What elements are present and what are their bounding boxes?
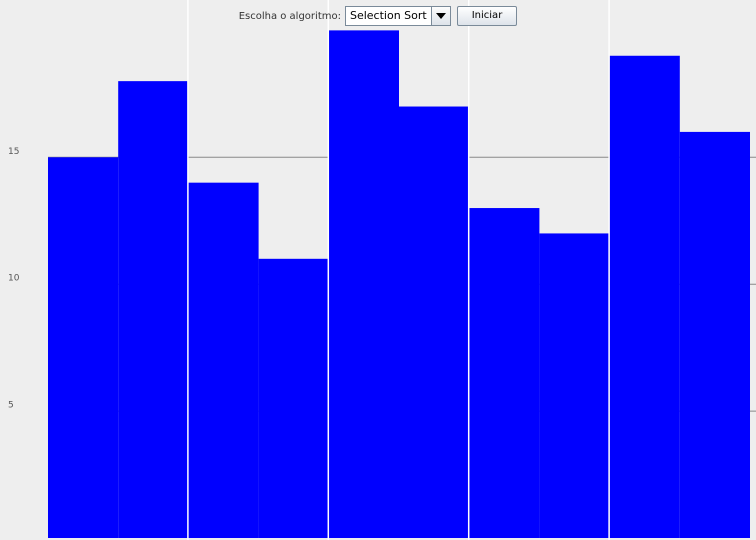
bar: [328, 30, 399, 539]
bar: [48, 157, 119, 539]
bar: [188, 182, 259, 538]
y-tick-label: 10: [8, 274, 20, 284]
bar: [399, 106, 470, 539]
bar: [609, 55, 680, 539]
y-tick-label: 15: [8, 147, 19, 157]
bar: [118, 81, 189, 539]
algorithm-label: Escolha o algoritmo:: [238, 10, 341, 22]
bar: [539, 233, 610, 538]
start-button[interactable]: Iniciar: [456, 6, 518, 26]
bar: [469, 208, 540, 539]
algorithm-selected: Selection Sort: [349, 9, 427, 22]
algorithm-combo[interactable]: Selection Sort: [344, 6, 451, 26]
bar: [258, 258, 329, 538]
toolbar: Escolha o algoritmo: Selection Sort Inic…: [0, 6, 756, 26]
combo-arrow[interactable]: [430, 7, 450, 25]
bar: [679, 131, 750, 538]
y-tick-label: 5: [8, 401, 14, 411]
